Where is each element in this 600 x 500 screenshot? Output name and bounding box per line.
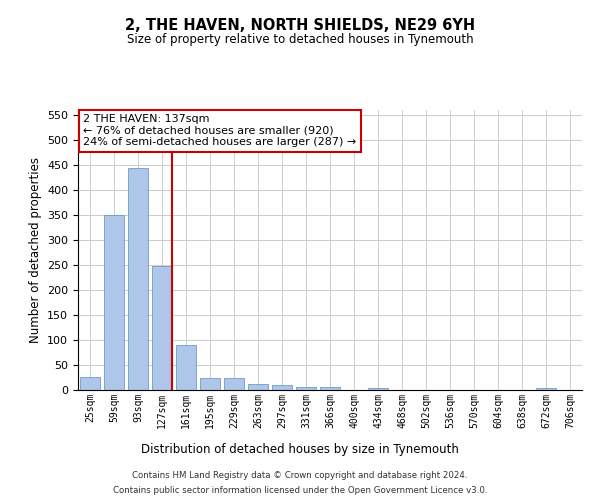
- Bar: [128, 168, 148, 390]
- Text: Contains HM Land Registry data © Crown copyright and database right 2024.: Contains HM Land Registry data © Crown c…: [132, 471, 468, 480]
- Bar: [152, 266, 172, 390]
- Bar: [368, 388, 388, 390]
- Bar: [248, 384, 268, 390]
- Bar: [80, 376, 100, 390]
- Bar: [224, 378, 244, 390]
- Bar: [296, 386, 316, 390]
- Text: Contains public sector information licensed under the Open Government Licence v3: Contains public sector information licen…: [113, 486, 487, 495]
- Bar: [104, 215, 124, 390]
- Bar: [200, 378, 220, 390]
- Text: Distribution of detached houses by size in Tynemouth: Distribution of detached houses by size …: [141, 442, 459, 456]
- Y-axis label: Number of detached properties: Number of detached properties: [29, 157, 41, 343]
- Text: Size of property relative to detached houses in Tynemouth: Size of property relative to detached ho…: [127, 32, 473, 46]
- Bar: [320, 387, 340, 390]
- Bar: [272, 384, 292, 390]
- Text: 2 THE HAVEN: 137sqm
← 76% of detached houses are smaller (920)
24% of semi-detac: 2 THE HAVEN: 137sqm ← 76% of detached ho…: [83, 114, 356, 148]
- Bar: [536, 388, 556, 390]
- Bar: [176, 345, 196, 390]
- Text: 2, THE HAVEN, NORTH SHIELDS, NE29 6YH: 2, THE HAVEN, NORTH SHIELDS, NE29 6YH: [125, 18, 475, 32]
